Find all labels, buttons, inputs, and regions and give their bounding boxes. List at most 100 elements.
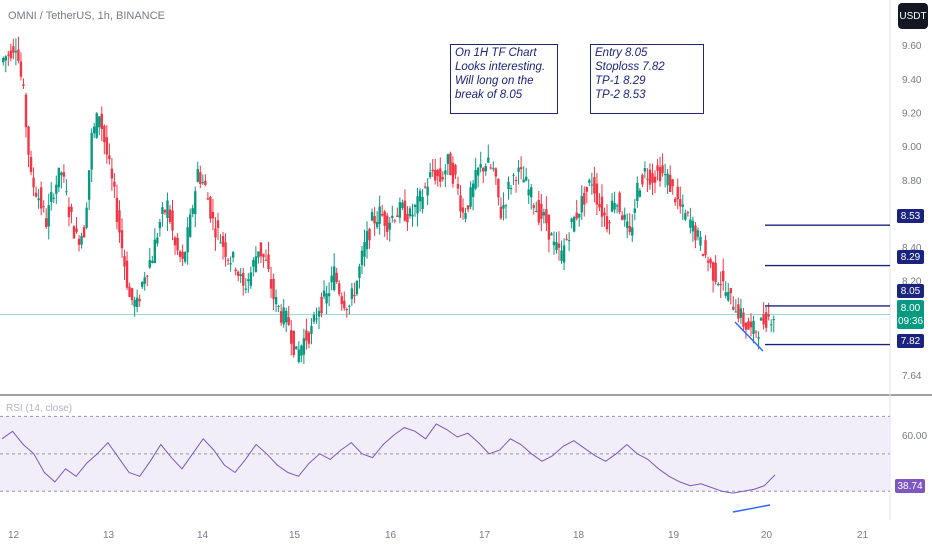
- y-tick-label: 9.00: [902, 142, 922, 153]
- candle-body: [181, 251, 184, 259]
- candle-body: [128, 286, 131, 297]
- y-tick-label: 8.80: [902, 176, 922, 187]
- rsi-series: [1, 423, 776, 494]
- candle-body: [704, 240, 707, 256]
- candle-body: [325, 293, 328, 304]
- candle-body: [423, 186, 427, 188]
- candle-body: [408, 208, 412, 216]
- candle-body: [600, 196, 604, 217]
- candle-body: [535, 211, 538, 213]
- candle-body: [50, 192, 53, 202]
- candle-body: [178, 251, 182, 257]
- candle-body: [332, 266, 336, 290]
- candle-body: [499, 206, 503, 219]
- x-tick-label: 21: [857, 530, 869, 541]
- candle-body: [739, 308, 743, 318]
- candle-body: [572, 217, 576, 232]
- currency-button[interactable]: USDT: [898, 3, 928, 29]
- candle-body: [211, 211, 215, 219]
- candle-body: [108, 155, 111, 160]
- candle-body: [636, 182, 639, 201]
- entry-price-tag: 8.05: [897, 284, 924, 298]
- candle-body: [135, 297, 139, 308]
- candle-body: [338, 283, 341, 295]
- candle-body: [618, 192, 621, 213]
- candle-body: [449, 153, 452, 176]
- candle-body: [62, 172, 66, 177]
- candle-body: [368, 228, 371, 241]
- candle-body: [176, 237, 179, 251]
- candle-body: [2, 58, 5, 63]
- candle-body: [110, 168, 114, 179]
- candle-body: [623, 214, 626, 220]
- candle-body: [562, 245, 566, 263]
- candle-body: [466, 205, 470, 210]
- candle-body: [373, 216, 376, 224]
- candle-body: [199, 172, 202, 184]
- candle-body: [77, 238, 81, 245]
- candle-body: [583, 192, 586, 205]
- candle-body: [171, 210, 174, 231]
- candle-body: [133, 299, 136, 307]
- candle-body: [401, 202, 404, 208]
- note-line: Looks interesting.: [455, 61, 546, 73]
- candle-body: [247, 279, 250, 282]
- candle-body: [694, 225, 697, 241]
- candle-body: [201, 182, 205, 184]
- candle-body: [161, 207, 164, 215]
- candle-body: [393, 220, 397, 222]
- candle-body: [173, 237, 177, 246]
- candle-body: [300, 345, 303, 356]
- candle-body: [98, 116, 101, 128]
- candle-body: [158, 221, 162, 229]
- candle-body: [658, 167, 662, 182]
- candle-body: [224, 242, 227, 258]
- x-tick-label: 14: [197, 530, 209, 541]
- candle-body: [434, 170, 437, 181]
- candle-body: [360, 250, 364, 266]
- candle-body: [57, 167, 61, 188]
- candle-body: [711, 262, 715, 281]
- candle-body: [153, 239, 157, 263]
- candle-body: [125, 260, 129, 288]
- candle-body: [302, 338, 306, 355]
- candle-body: [550, 233, 553, 236]
- candle-body: [19, 61, 23, 77]
- candle-body: [651, 173, 654, 183]
- candle-body: [598, 203, 601, 208]
- bar-countdown: 09:36: [897, 315, 924, 327]
- candle-body: [252, 259, 255, 267]
- candle-body: [444, 170, 447, 175]
- candle-body: [307, 332, 311, 344]
- candle-body: [514, 180, 518, 182]
- x-tick-label: 13: [103, 530, 115, 541]
- candle-body: [487, 157, 490, 163]
- candle-body: [411, 214, 414, 217]
- candle-body: [284, 310, 288, 323]
- candle-body: [378, 206, 381, 224]
- candle-body: [567, 240, 571, 242]
- candle-body: [236, 271, 240, 276]
- axes: 9.609.409.209.008.808.608.408.207.641213…: [8, 41, 927, 541]
- candle-body: [519, 167, 523, 170]
- candle-body: [186, 227, 189, 253]
- candle-body: [744, 322, 748, 330]
- note-line: TP-2 8.53: [595, 89, 646, 101]
- rsi-line: [1, 423, 776, 494]
- candle-body: [388, 222, 391, 230]
- candle-body: [231, 252, 235, 258]
- candle-body: [509, 188, 513, 190]
- candle-body: [479, 164, 482, 168]
- candle-body: [156, 237, 159, 244]
- candle-body: [474, 170, 477, 189]
- x-tick-label: 15: [289, 530, 301, 541]
- candle-body: [502, 205, 505, 209]
- price-trendline: [734, 321, 764, 352]
- candle-body: [638, 190, 642, 197]
- candle-body: [226, 259, 230, 261]
- candle-body: [317, 310, 321, 317]
- candle-body: [375, 222, 379, 228]
- candle-body: [451, 162, 455, 184]
- candle-body: [671, 179, 674, 187]
